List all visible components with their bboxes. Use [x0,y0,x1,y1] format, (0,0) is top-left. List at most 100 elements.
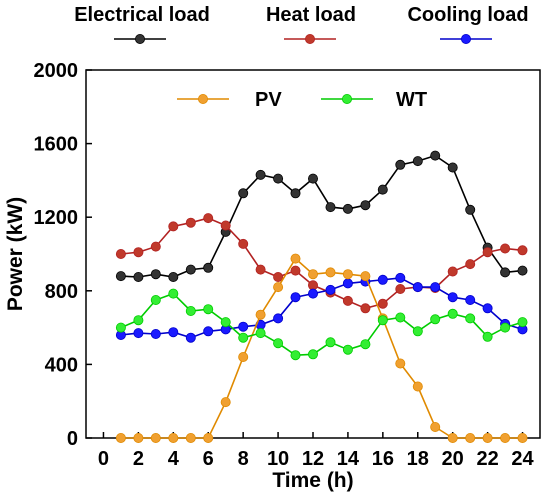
data-point-wt [255,328,266,339]
x-tick-label: 20 [442,448,464,470]
data-point-pv [465,432,476,443]
x-tick-label: 0 [98,448,109,470]
x-tick-label: 16 [372,448,394,470]
data-point-wt [238,332,249,343]
data-point-electrical-load [465,204,476,215]
data-point-pv [185,432,196,443]
x-tick-label: 24 [511,448,534,470]
x-tick-label: 2 [133,448,144,470]
data-point-electrical-load [447,162,458,173]
data-point-cooling-load [342,278,353,289]
data-point-wt [307,349,318,360]
data-point-electrical-load [115,271,126,282]
data-point-pv [430,421,441,432]
data-point-electrical-load [360,200,371,211]
data-point-heat-load [115,248,126,259]
data-point-heat-load [342,295,353,306]
data-point-electrical-load [168,271,179,282]
series-line-cooling-load [120,277,523,339]
data-point-wt [185,305,196,316]
data-point-heat-load [500,243,511,254]
legend-label-electrical-load: Electrical load [74,4,210,26]
data-point-pv [412,381,423,392]
data-point-pv [517,432,528,443]
data-point-heat-load [185,217,196,228]
data-point-wt [412,326,423,337]
data-point-wt [517,317,528,328]
axes [85,69,541,439]
data-point-wt [447,308,458,319]
legend-marker-electrical-load [134,34,145,45]
data-point-wt [290,350,301,361]
data-point-pv [447,432,458,443]
data-point-electrical-load [517,265,528,276]
data-point-electrical-load [342,203,353,214]
data-point-pv [168,432,179,443]
data-point-heat-load [273,271,284,282]
y-tick-label: 1600 [34,134,79,156]
data-point-electrical-load [185,264,196,275]
data-point-pv [342,269,353,280]
x-tick-label: 12 [302,448,324,470]
data-point-pv [395,358,406,369]
data-point-electrical-load [395,159,406,170]
data-point-cooling-load [377,274,388,285]
data-point-pv [360,271,371,282]
data-point-pv [273,282,284,293]
data-point-wt [500,322,511,333]
data-point-wt [168,288,179,299]
data-point-heat-load [290,265,301,276]
data-point-cooling-load [412,282,423,293]
data-point-cooling-load [150,328,161,339]
x-tick-label: 8 [238,448,249,470]
data-point-heat-load [220,220,231,231]
data-point-electrical-load [273,173,284,184]
series-group [115,150,528,443]
data-point-wt [430,314,441,325]
data-point-electrical-load [150,269,161,280]
data-point-electrical-load [377,184,388,195]
data-point-wt [220,317,231,328]
data-point-pv [307,269,318,280]
data-point-cooling-load [203,326,214,337]
legend-top: Electrical load Heat load Cooling load [74,4,529,45]
y-tick-label: 0 [67,428,78,450]
data-point-wt [360,339,371,350]
x-axis-title: Time (h) [272,469,353,492]
x-tick-label: 18 [407,448,429,470]
legend-inner: PV WT [177,89,427,111]
plot-frame [85,69,541,439]
data-point-heat-load [395,283,406,294]
legend-marker-pv [197,94,208,105]
data-point-electrical-load [203,262,214,273]
data-point-pv [238,351,249,362]
series-line-heat-load [120,217,523,310]
data-point-heat-load [360,303,371,314]
y-tick-label: 2000 [34,60,79,82]
data-point-heat-load [307,280,318,291]
data-point-heat-load [465,259,476,270]
data-point-wt [203,304,214,315]
data-point-cooling-load [465,294,476,305]
data-point-cooling-load [133,328,144,339]
legend-label-pv: PV [255,89,282,111]
data-point-wt [395,312,406,323]
data-point-wt [273,338,284,349]
data-point-heat-load [255,264,266,275]
data-point-cooling-load [395,272,406,283]
data-point-electrical-load [133,271,144,282]
data-point-cooling-load [447,292,458,303]
data-point-heat-load [168,221,179,232]
data-point-heat-load [133,247,144,258]
data-point-heat-load [517,245,528,256]
data-point-cooling-load [307,288,318,299]
data-point-electrical-load [430,150,441,161]
data-point-cooling-load [273,313,284,324]
x-tick-label: 6 [203,448,214,470]
y-tick-label: 1200 [34,207,79,229]
data-point-wt [133,315,144,326]
data-point-pv [290,253,301,264]
legend-marker-cooling-load [460,34,471,45]
x-tick-label: 22 [476,448,498,470]
